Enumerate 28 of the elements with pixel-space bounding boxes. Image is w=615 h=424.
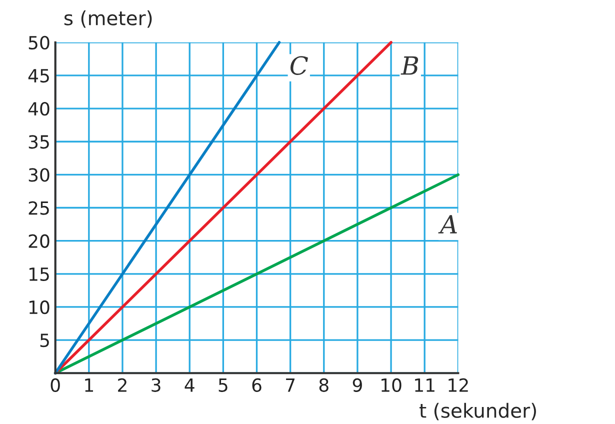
series-label: A (438, 215, 457, 234)
x-tick-label: 7 (286, 378, 295, 392)
x-axis-title: t (sekunder) (420, 402, 536, 420)
y-tick-label: 40 (28, 102, 50, 116)
x-tick-label: 2 (118, 378, 126, 392)
x-tick-label: 5 (218, 378, 228, 392)
x-tick-label: 12 (448, 378, 468, 392)
y-tick-label: 5 (40, 334, 49, 348)
x-tick-label: 1 (85, 378, 93, 392)
y-tick-label: 50 (28, 36, 50, 50)
x-tick-label: 4 (184, 378, 194, 392)
y-tick-label: 15 (29, 268, 49, 282)
x-tick-label: 0 (50, 378, 60, 392)
x-tick-label: 8 (319, 378, 328, 392)
x-tick-label: 3 (152, 378, 160, 392)
y-tick-label: 20 (28, 234, 50, 248)
x-tick-label: 10 (382, 378, 402, 392)
y-axis-title: s (meter) (64, 10, 152, 28)
y-tick-label: 30 (28, 168, 50, 182)
x-tick-label: 9 (352, 378, 362, 392)
series-label: C (290, 56, 308, 75)
series-label: B (400, 56, 418, 75)
x-tick-label: 6 (252, 378, 262, 392)
y-tick-label: 35 (28, 135, 49, 149)
x-tick-label: 11 (415, 378, 434, 392)
y-tick-label: 25 (28, 201, 49, 215)
y-tick-label: 45 (28, 69, 49, 83)
y-tick-label: 10 (29, 300, 50, 314)
